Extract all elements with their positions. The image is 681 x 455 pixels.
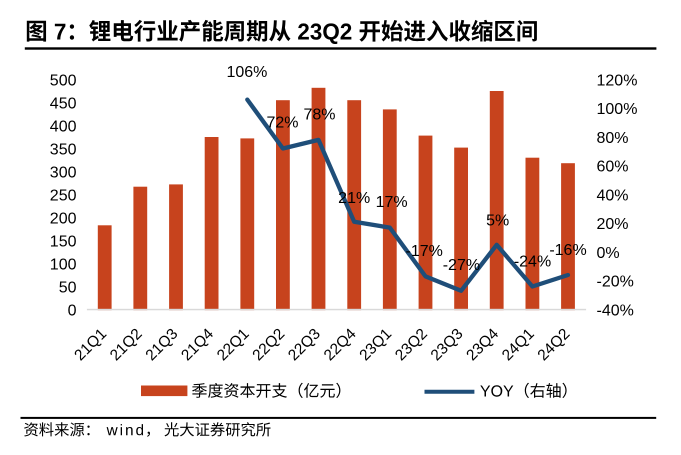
svg-text:60%: 60% — [597, 159, 629, 176]
svg-text:-16%: -16% — [549, 242, 586, 259]
svg-text:400: 400 — [50, 118, 77, 135]
svg-text:-40%: -40% — [597, 302, 634, 319]
svg-text:100%: 100% — [597, 101, 638, 118]
svg-text:78%: 78% — [303, 106, 335, 123]
svg-text:300: 300 — [50, 164, 77, 181]
svg-text:106%: 106% — [226, 64, 267, 81]
svg-text:5%: 5% — [486, 212, 509, 229]
svg-text:350: 350 — [50, 141, 77, 158]
svg-text:-27%: -27% — [443, 257, 480, 274]
svg-text:200: 200 — [50, 210, 77, 227]
svg-text:150: 150 — [50, 233, 77, 250]
svg-text:100: 100 — [50, 256, 77, 273]
svg-text:-17%: -17% — [406, 243, 443, 260]
svg-text:-20%: -20% — [597, 274, 634, 291]
svg-text:21%: 21% — [338, 190, 370, 207]
svg-text:80%: 80% — [597, 130, 629, 147]
svg-text:250: 250 — [50, 187, 77, 204]
svg-text:120%: 120% — [597, 72, 638, 89]
svg-text:450: 450 — [50, 95, 77, 112]
svg-text:17%: 17% — [376, 194, 408, 211]
svg-text:0%: 0% — [597, 245, 620, 262]
svg-text:500: 500 — [50, 72, 77, 89]
svg-text:-24%: -24% — [514, 254, 551, 271]
svg-text:50: 50 — [59, 279, 77, 296]
svg-text:0: 0 — [68, 302, 77, 319]
svg-text:40%: 40% — [597, 187, 629, 204]
svg-text:20%: 20% — [597, 216, 629, 233]
svg-text:72%: 72% — [266, 114, 298, 131]
